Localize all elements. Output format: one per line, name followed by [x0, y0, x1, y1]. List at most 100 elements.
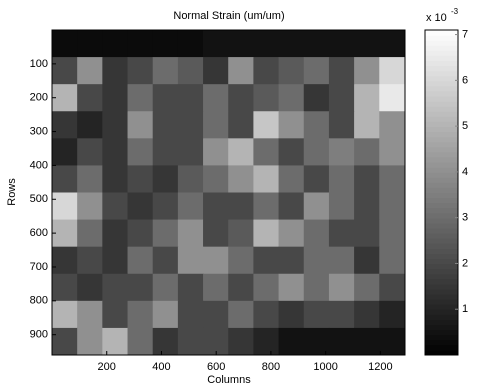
- colorbar-band: [425, 192, 458, 199]
- colorbar-band: [425, 304, 458, 310]
- colorbar-band: [425, 151, 458, 158]
- heat-cell: [102, 273, 129, 302]
- heat-cell: [379, 192, 405, 221]
- colorbar-band: [425, 30, 458, 36]
- y-tick-label: 100: [30, 58, 48, 70]
- heat-cell: [253, 57, 280, 85]
- heat-cell: [152, 84, 179, 112]
- y-axis-label: Rows: [6, 178, 18, 206]
- colorbar-band: [425, 75, 458, 82]
- heat-cell: [303, 192, 330, 221]
- heat-cell: [177, 165, 204, 193]
- heat-cell: [77, 327, 103, 356]
- heat-cell: [102, 84, 129, 112]
- heat-cell: [354, 273, 380, 302]
- colorbar-tick-label: 2: [462, 257, 468, 269]
- heat-cell: [152, 219, 179, 248]
- heat-cell: [253, 300, 280, 329]
- heat-cell: [328, 57, 355, 85]
- heat-cell: [77, 30, 103, 58]
- heat-cell: [127, 138, 154, 166]
- colorbar-band: [425, 177, 458, 183]
- heat-cell: [102, 246, 129, 275]
- heat-cell: [278, 300, 305, 329]
- heat-cell: [354, 84, 380, 112]
- heat-cell: [354, 111, 380, 139]
- colorbar-band: [425, 85, 458, 92]
- heat-cell: [228, 219, 254, 248]
- heat-cell: [52, 219, 78, 248]
- heat-cell: [379, 219, 405, 248]
- heat-cell: [278, 246, 305, 275]
- heat-cell: [328, 219, 355, 248]
- heat-cell: [354, 246, 380, 275]
- chart-title: Normal Strain (um/um): [173, 10, 284, 22]
- heat-cell: [127, 57, 154, 85]
- heat-cell: [379, 138, 405, 166]
- heat-cell: [253, 192, 280, 221]
- heat-cell: [102, 165, 129, 193]
- heat-cell: [152, 273, 179, 302]
- heat-cell: [177, 300, 204, 329]
- x-tick-label: 800: [262, 361, 280, 373]
- colorbar-band: [425, 187, 458, 193]
- heat-cell: [52, 57, 78, 85]
- heat-cell: [228, 300, 254, 329]
- colorbar-band: [425, 96, 458, 102]
- heat-cell: [328, 273, 355, 302]
- heat-cell: [52, 300, 78, 329]
- heat-cell: [228, 273, 254, 302]
- colorbar-band: [425, 197, 458, 204]
- heat-cell: [52, 138, 78, 166]
- heat-cell: [228, 30, 254, 58]
- heat-cell: [177, 273, 204, 302]
- heat-cell: [177, 30, 204, 58]
- heat-cell: [303, 138, 330, 166]
- colorbar-band: [425, 172, 458, 178]
- colorbar-frame: [424, 29, 459, 356]
- heat-cell: [102, 57, 129, 85]
- colorbar-band: [425, 339, 458, 346]
- heat-cell: [379, 84, 405, 112]
- colorbar-band: [425, 182, 458, 188]
- heat-cell: [77, 219, 103, 248]
- heat-cell: [379, 165, 405, 193]
- heat-cell: [253, 111, 280, 139]
- y-tick-label: 300: [30, 125, 48, 137]
- heat-cell: [379, 246, 405, 275]
- heat-cell: [77, 138, 103, 166]
- heat-cell: [177, 219, 204, 248]
- heat-cell: [203, 192, 229, 221]
- colorbar-band: [425, 309, 458, 315]
- heat-cell: [203, 300, 229, 329]
- heat-cell: [203, 111, 229, 139]
- heat-cell: [328, 165, 355, 193]
- heat-cell: [253, 165, 280, 193]
- heat-cell: [52, 273, 78, 302]
- colorbar-band: [425, 50, 458, 56]
- heat-cell: [127, 192, 154, 221]
- colorbar-band: [425, 60, 458, 67]
- colorbar-band: [425, 243, 458, 249]
- heat-cell: [354, 57, 380, 85]
- heat-cell: [203, 273, 229, 302]
- heat-cell: [127, 165, 154, 193]
- heat-cell: [278, 192, 305, 221]
- heat-cell: [177, 84, 204, 112]
- heat-cell: [203, 165, 229, 193]
- heat-cell: [328, 111, 355, 139]
- heat-cell: [228, 84, 254, 112]
- x-tick-label: 400: [152, 361, 170, 373]
- heat-cell: [152, 246, 179, 275]
- colorbar-tick-label: 1: [462, 303, 468, 315]
- y-tick-label: 700: [30, 261, 48, 273]
- heat-cell: [52, 84, 78, 112]
- colorbar-band: [425, 217, 458, 224]
- heat-cell: [379, 300, 405, 329]
- heat-cell: [177, 138, 204, 166]
- heat-cell: [228, 57, 254, 85]
- colorbar-band: [425, 121, 458, 127]
- heat-cell: [328, 138, 355, 166]
- colorbar-band: [425, 111, 458, 117]
- heat-cell: [253, 273, 280, 302]
